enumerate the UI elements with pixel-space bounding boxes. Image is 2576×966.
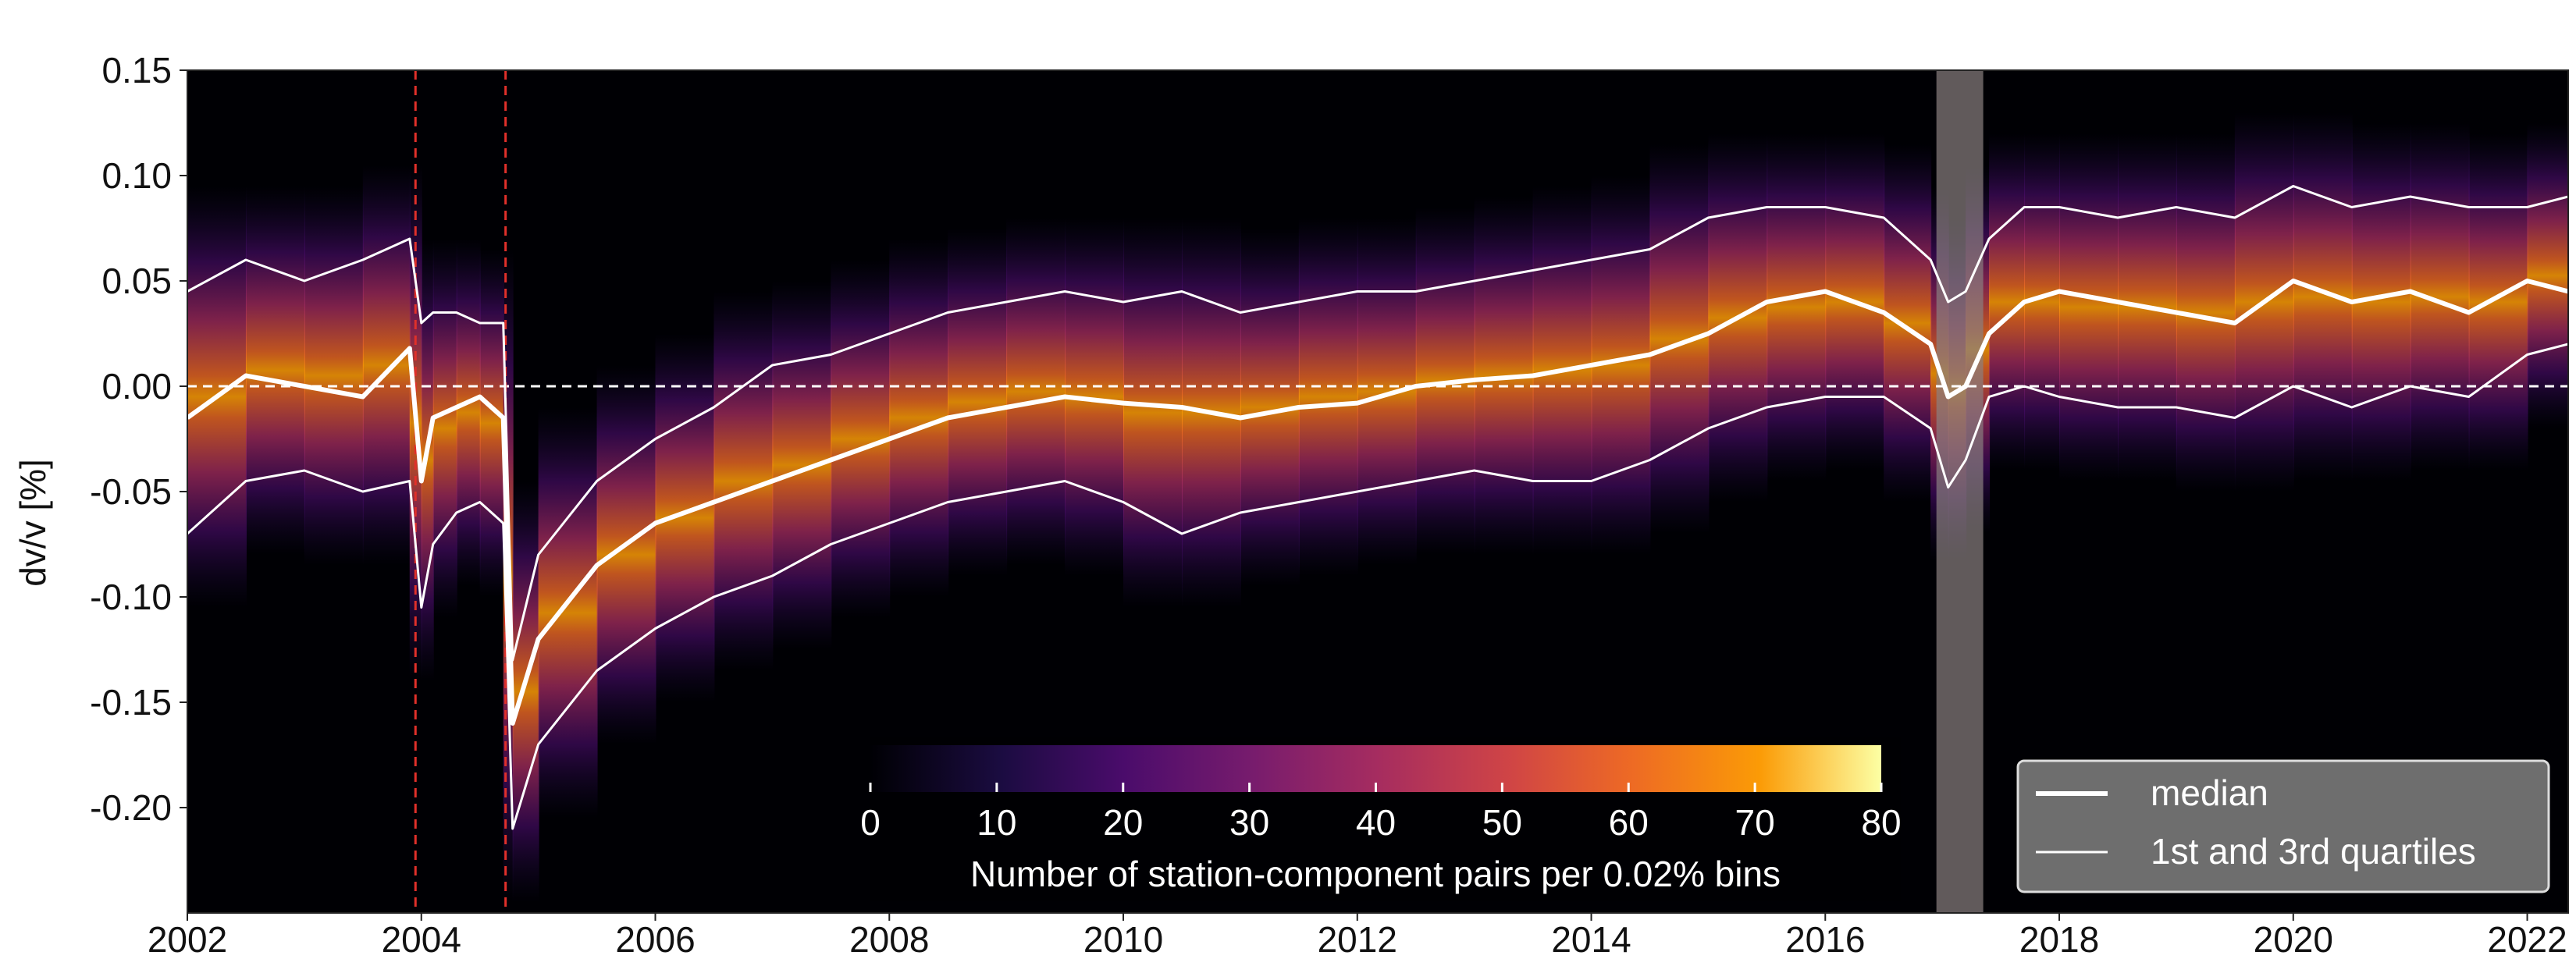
heat-strip <box>2527 123 2568 428</box>
colorbar-tick-label: 0 <box>860 802 881 843</box>
heat-strip <box>1123 218 1183 608</box>
x-tick-label: 2018 <box>2019 919 2099 960</box>
colorbar-tick-label: 80 <box>1861 802 1901 843</box>
y-tick-label: -0.10 <box>90 577 172 617</box>
x-tick-label: 2002 <box>148 919 227 960</box>
y-axis: 0.15 0.10 0.05 0.00 -0.05 -0.10 -0.15 -0.20 <box>90 50 187 828</box>
heat-strip <box>1006 218 1066 566</box>
colorbar-tick-label: 40 <box>1356 802 1396 843</box>
heat-strip <box>1298 218 1358 576</box>
legend: median 1st and 3rd quartiles <box>2016 759 2550 893</box>
x-tick-label: 2020 <box>2254 919 2333 960</box>
y-tick-label: 0.10 <box>101 155 172 196</box>
heat-strip <box>479 249 504 597</box>
colorbar-tick-label: 10 <box>977 802 1016 843</box>
heat-strip <box>456 239 481 587</box>
x-axis: 2002 2004 2006 2008 2010 2012 2014 2016 2018 2020… <box>148 913 2567 960</box>
heat-strip <box>889 239 949 597</box>
first-quartile-line <box>187 343 2568 830</box>
colorbar-tick-label: 70 <box>1735 802 1775 843</box>
x-tick-label: 2010 <box>1083 919 1163 960</box>
third-quartile-line <box>187 185 2568 662</box>
heat-strip <box>432 239 457 618</box>
heatmap-density <box>187 112 2568 903</box>
colorbar-tick-label: 20 <box>1103 802 1143 843</box>
y-tick-label: 0.05 <box>101 261 172 301</box>
heat-strip <box>831 260 891 618</box>
y-axis-label: dv/v [%] <box>12 459 53 587</box>
colorbar-label: Number of station-component pairs per 0.… <box>970 854 1781 894</box>
colorbar: 0 10 20 30 40 50 60 70 80 Number of station-comp… <box>860 737 1902 901</box>
legend-median-label: median <box>2151 772 2268 813</box>
colorbar-tick-label: 50 <box>1482 802 1522 843</box>
heat-strip <box>245 186 305 555</box>
heat-strip <box>1884 144 1932 503</box>
x-tick-label: 2016 <box>1785 919 1865 960</box>
legend-box <box>2016 759 2550 893</box>
x-tick-label: 2014 <box>1551 919 1631 960</box>
heat-strip <box>1357 218 1417 566</box>
heat-strip <box>1989 133 2026 471</box>
heat-strip <box>713 291 774 671</box>
heat-strip <box>304 186 364 566</box>
x-tick-label: 2012 <box>1318 919 1397 960</box>
heat-strip <box>2059 133 2119 481</box>
y-tick-label: 0.15 <box>101 50 172 91</box>
y-tick-label: -0.20 <box>90 787 172 828</box>
heat-strip <box>948 228 1008 576</box>
colorbar-tick-label: 30 <box>1229 802 1269 843</box>
heat-strip <box>1767 133 1827 481</box>
median-line <box>187 279 2568 726</box>
y-tick-label: 0.00 <box>101 366 172 407</box>
y-tick-label: -0.15 <box>90 682 172 723</box>
x-tick-label: 2008 <box>849 919 929 960</box>
x-tick-label: 2004 <box>382 919 461 960</box>
heat-strip <box>512 481 539 903</box>
x-tick-label: 2006 <box>615 919 695 960</box>
heat-strip <box>2468 133 2528 471</box>
heat-strip <box>596 365 656 744</box>
colorbar-tick-label: 60 <box>1609 802 1649 843</box>
shaded-interval <box>1936 70 1984 913</box>
heat-strip <box>362 165 411 566</box>
heat-strip <box>538 407 598 819</box>
y-tick-label: -0.05 <box>90 471 172 512</box>
x-tick-label: 2022 <box>2487 919 2567 960</box>
legend-quartiles-label: 1st and 3rd quartiles <box>2151 831 2476 872</box>
